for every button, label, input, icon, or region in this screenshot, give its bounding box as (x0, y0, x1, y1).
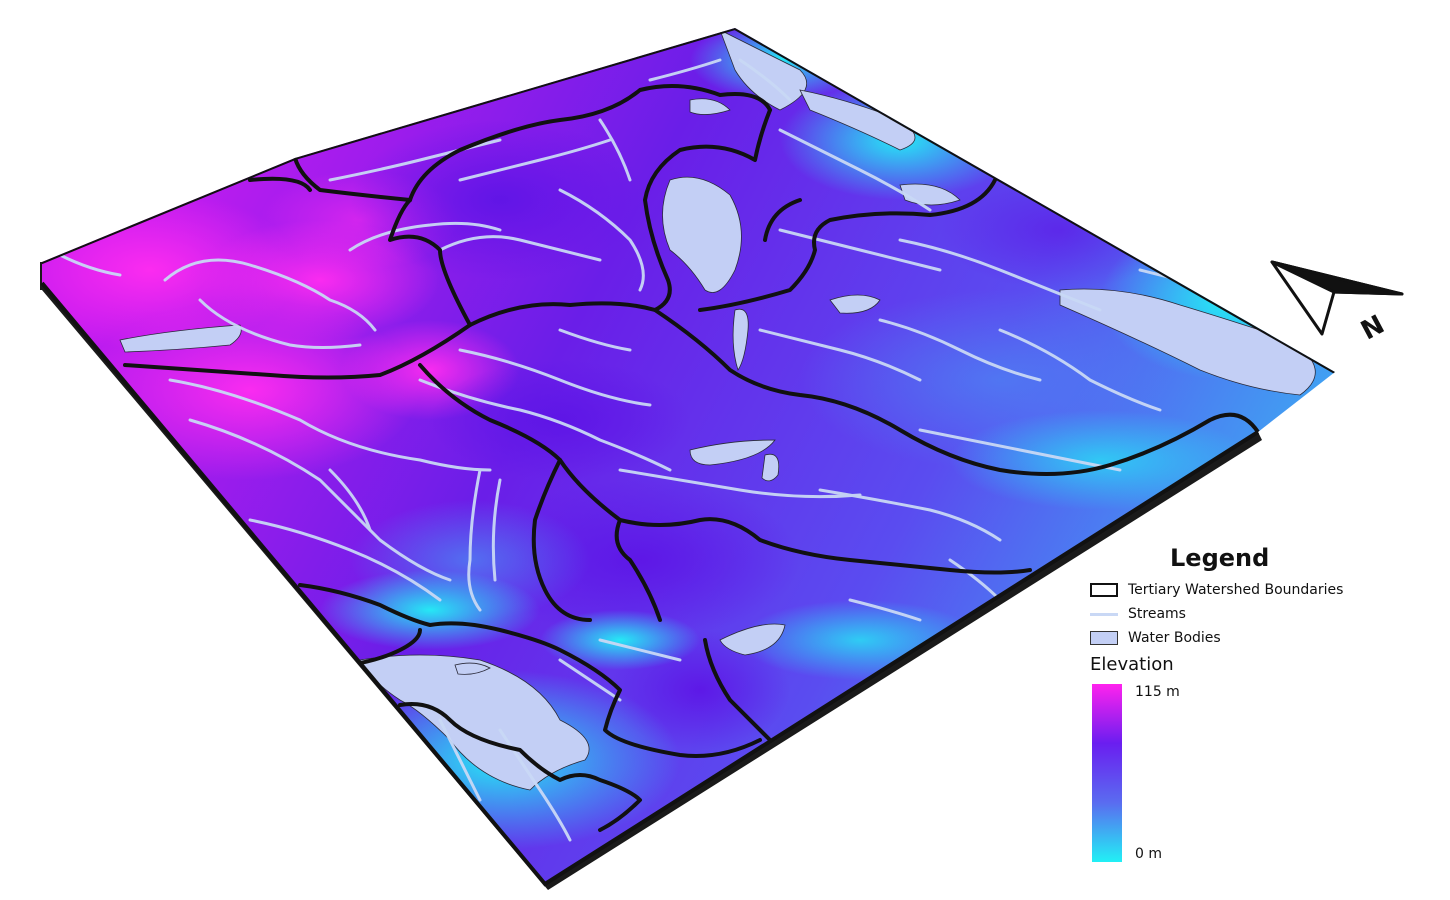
stream (558, 188, 645, 292)
stream (778, 128, 932, 212)
watershed-boundary (123, 323, 472, 380)
elevation-color-ramp (1092, 684, 1122, 862)
watershed-boundary (42, 28, 1335, 374)
stream (328, 468, 372, 532)
legend-item-watershed: Tertiary Watershed Boundaries (1090, 580, 1343, 600)
watershed-boundary (763, 198, 802, 242)
water-body (689, 98, 731, 115)
water-body-symbol (1090, 631, 1118, 645)
stream (558, 658, 622, 702)
stream (458, 138, 612, 182)
stream (467, 468, 482, 612)
stream (328, 138, 502, 182)
stream (163, 258, 377, 332)
elevation-min-label: 0 m (1135, 846, 1162, 862)
legend-item-label: Tertiary Watershed Boundaries (1128, 582, 1344, 598)
elevation-max-label: 115 m (1135, 684, 1180, 700)
watershed-boundary (703, 638, 772, 742)
water-bodies (119, 29, 1316, 791)
water-body (662, 176, 742, 293)
stream (418, 378, 672, 472)
stream (248, 518, 442, 602)
water-body (799, 89, 916, 151)
stream (438, 718, 482, 802)
stream (998, 328, 1162, 412)
stream (758, 328, 922, 382)
watershed-boundary (398, 702, 642, 832)
legend-item-label: Streams (1128, 606, 1186, 622)
stream-symbol (1090, 612, 1118, 616)
stream (778, 228, 942, 272)
water-body (761, 453, 780, 482)
water-body (719, 29, 807, 111)
stream (438, 235, 602, 262)
watershed-boundary (653, 308, 1260, 476)
stream (918, 428, 1122, 472)
water-body (689, 439, 776, 466)
watershed-boundary (298, 583, 762, 758)
water-body (1059, 288, 1316, 396)
stream (848, 598, 922, 622)
north-arrow-label: N (1356, 310, 1389, 347)
watershed-boundary (348, 628, 422, 667)
water-body (359, 654, 590, 791)
stream (491, 478, 502, 582)
water-body (719, 623, 786, 656)
stream (878, 318, 1042, 382)
watershed-boundary (408, 84, 772, 202)
watershed-boundary (248, 176, 312, 192)
stream (168, 378, 492, 472)
elevation-label: Elevation (1090, 654, 1174, 675)
water-body (454, 662, 491, 675)
stream (898, 238, 1102, 312)
stream (188, 418, 452, 582)
stream (648, 58, 722, 82)
tile-border (40, 281, 1260, 887)
legend-item-streams: Streams (1090, 604, 1186, 624)
stream (348, 221, 502, 252)
stream (558, 328, 632, 352)
tertiary-watershed-boundaries (42, 28, 1335, 832)
watershed-boundary (293, 156, 412, 202)
legend-title: Legend (1170, 544, 1270, 572)
watershed-boundary (698, 178, 997, 312)
streams (58, 58, 1302, 842)
watershed-boundary (388, 198, 472, 327)
legend-item-water-bodies: Water Bodies (1090, 628, 1221, 648)
water-body (732, 308, 749, 371)
legend-item-label: Water Bodies (1128, 630, 1221, 646)
stream (598, 638, 682, 662)
watershed-boundary (418, 363, 592, 622)
stream (458, 348, 652, 407)
watershed-symbol (1090, 583, 1118, 597)
water-body (829, 294, 881, 314)
stream (58, 253, 122, 277)
stream (198, 298, 362, 349)
north-arrow-icon: N (1270, 260, 1404, 347)
stream (618, 468, 862, 499)
stream (818, 488, 1002, 542)
watershed-boundary (614, 518, 662, 622)
water-body (119, 324, 242, 353)
stream (738, 58, 792, 102)
stream (598, 118, 632, 182)
watershed-boundary (468, 108, 772, 327)
